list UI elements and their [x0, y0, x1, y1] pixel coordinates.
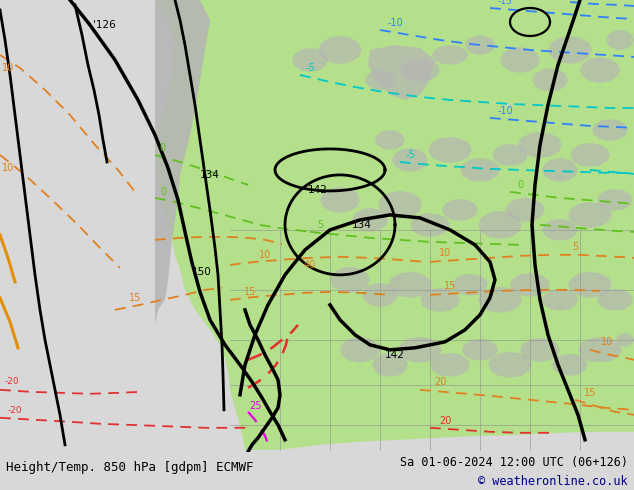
Text: 15: 15	[444, 281, 456, 291]
Text: 142: 142	[385, 350, 405, 360]
Text: 0: 0	[160, 187, 166, 197]
Text: 134: 134	[352, 220, 372, 230]
Text: 5: 5	[317, 220, 323, 230]
Text: 5: 5	[572, 242, 578, 252]
Text: 10: 10	[2, 163, 14, 173]
Text: © weatheronline.co.uk: © weatheronline.co.uk	[478, 475, 628, 488]
Text: -5: -5	[405, 150, 415, 160]
Text: 25: 25	[250, 401, 262, 411]
Text: 10: 10	[2, 63, 14, 73]
Text: -20: -20	[8, 406, 22, 416]
Text: 10: 10	[601, 337, 613, 347]
Text: 142: 142	[308, 185, 328, 195]
Text: 0: 0	[517, 180, 523, 190]
Text: 20: 20	[439, 416, 451, 426]
Text: 0: 0	[159, 143, 165, 153]
Text: 15: 15	[584, 388, 596, 398]
Text: 15: 15	[244, 287, 256, 297]
Text: -20: -20	[4, 377, 19, 386]
Text: '126: '126	[93, 20, 116, 30]
Text: 20: 20	[434, 377, 446, 387]
Text: 10: 10	[439, 248, 451, 258]
Text: 40: 40	[304, 260, 316, 270]
Text: 15: 15	[129, 293, 141, 303]
Text: 150: 150	[192, 267, 212, 277]
Text: -5: -5	[305, 63, 315, 73]
Text: -15: -15	[498, 0, 512, 6]
Text: 10: 10	[259, 250, 271, 260]
Text: -10: -10	[387, 18, 403, 28]
Text: Height/Temp. 850 hPa [gdpm] ECMWF: Height/Temp. 850 hPa [gdpm] ECMWF	[6, 461, 254, 473]
Text: Sa 01-06-2024 12:00 UTC (06+126): Sa 01-06-2024 12:00 UTC (06+126)	[399, 456, 628, 469]
Text: 134: 134	[200, 170, 220, 180]
Text: -10: -10	[497, 106, 513, 116]
